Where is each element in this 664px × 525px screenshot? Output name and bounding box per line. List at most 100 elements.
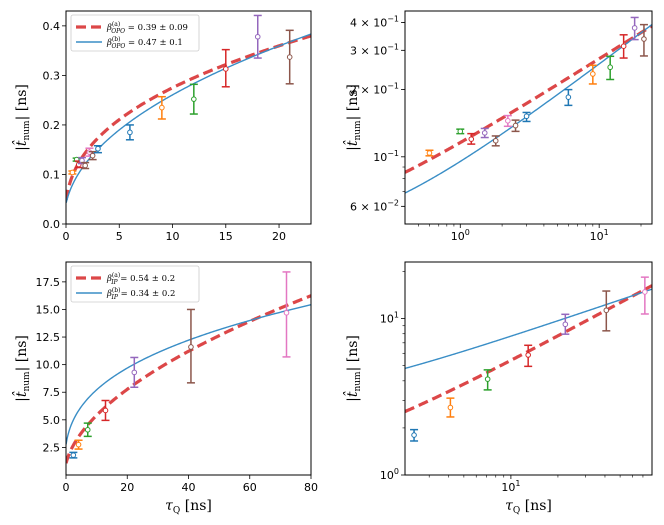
point-marker bbox=[127, 129, 133, 136]
data-point bbox=[522, 111, 531, 123]
point-marker bbox=[642, 289, 648, 295]
fit-a-curve bbox=[66, 294, 311, 464]
legend-box bbox=[70, 265, 200, 303]
point-marker bbox=[82, 162, 88, 169]
point-marker bbox=[603, 307, 610, 314]
point-marker bbox=[590, 71, 596, 77]
data-point bbox=[93, 144, 102, 154]
data-point bbox=[561, 313, 570, 335]
point-marker bbox=[188, 344, 194, 350]
data-point bbox=[588, 64, 597, 85]
data-point bbox=[480, 127, 489, 139]
y-tick-label: 2 × 10−1 bbox=[350, 82, 399, 97]
data-point bbox=[491, 135, 500, 147]
point-marker bbox=[70, 452, 77, 458]
data-point bbox=[640, 276, 649, 315]
y-tick-label: 15.0 bbox=[36, 303, 61, 316]
data-point bbox=[88, 150, 97, 161]
point-marker bbox=[512, 122, 519, 129]
data-point bbox=[619, 34, 628, 59]
point-marker bbox=[641, 36, 647, 42]
legend-label: β(b) OPO = 0.47 ± 0.1 bbox=[106, 36, 183, 50]
x-tick-label: 40 bbox=[182, 481, 196, 494]
point-marker bbox=[447, 404, 454, 411]
point-marker bbox=[525, 352, 531, 358]
y-tick-label: 5.0 bbox=[43, 414, 61, 427]
panel-bottom-right: 101 100 101 |t̂num| [ns] τQ [ns] bbox=[342, 261, 653, 516]
point-marker bbox=[254, 33, 261, 40]
y-tick-label: 17.5 bbox=[36, 276, 61, 289]
data-point bbox=[410, 428, 419, 442]
data-point bbox=[68, 169, 77, 176]
x-tick-label: 5 bbox=[116, 230, 123, 243]
point-marker bbox=[222, 66, 229, 72]
data-point bbox=[524, 344, 533, 368]
x-tick-label: 15 bbox=[219, 230, 233, 243]
x-axis-label: τQ [ns] bbox=[165, 498, 212, 516]
point-marker bbox=[468, 136, 475, 142]
y-tick-label: 0.1 bbox=[43, 168, 61, 181]
x-tick-label: 10 bbox=[166, 230, 180, 243]
data-point bbox=[602, 290, 611, 332]
data-point bbox=[157, 95, 166, 120]
data-point bbox=[630, 16, 639, 41]
point-marker bbox=[565, 94, 572, 100]
y-tick-label: 0.0 bbox=[43, 218, 61, 231]
data-point bbox=[253, 14, 262, 59]
point-marker bbox=[84, 426, 91, 433]
data-point bbox=[564, 88, 573, 107]
y-tick-label: 10.0 bbox=[36, 359, 61, 372]
y-axis-label: |t̂num| [ns] bbox=[11, 335, 32, 402]
data-point bbox=[74, 439, 83, 450]
data-point bbox=[125, 124, 134, 141]
point-marker bbox=[159, 104, 165, 111]
y-tick-label: 101 bbox=[380, 311, 399, 326]
y-tick-label: 0.2 bbox=[43, 119, 61, 132]
point-marker bbox=[89, 152, 96, 159]
x-tick-label: 60 bbox=[243, 481, 257, 494]
x-axis-label: τQ [ns] bbox=[505, 498, 552, 516]
y-tick-label: 100 bbox=[380, 467, 399, 482]
data-point bbox=[81, 161, 90, 170]
legend-box bbox=[70, 14, 200, 52]
y-tick-label: 0.4 bbox=[43, 20, 61, 33]
panel-bottom-left: 0 20 40 60 80 2.5 5.0 7.5 10.0 12.5 15.0 17.5 |t̂num… bbox=[11, 261, 318, 516]
x-tick-label: 20 bbox=[120, 481, 134, 494]
point-marker bbox=[492, 137, 499, 144]
y-axis-label: |t̂num| [ns] bbox=[342, 84, 363, 151]
data-point bbox=[639, 23, 648, 57]
point-marker bbox=[283, 309, 290, 316]
fit-a-curve bbox=[66, 34, 311, 201]
x-tick-label: 80 bbox=[304, 481, 318, 494]
y-tick-label: 4 × 10−1 bbox=[350, 14, 399, 29]
x-tick-label: 0 bbox=[63, 230, 70, 243]
data-point bbox=[69, 451, 78, 459]
y-tick-label: 2.5 bbox=[43, 441, 61, 454]
point-marker bbox=[191, 96, 197, 102]
data-point bbox=[130, 356, 139, 389]
data-point bbox=[285, 29, 294, 85]
point-marker bbox=[131, 369, 138, 376]
point-marker bbox=[620, 43, 627, 49]
data-point bbox=[425, 149, 434, 157]
data-point bbox=[101, 399, 110, 422]
point-marker bbox=[95, 145, 101, 152]
point-marker bbox=[426, 150, 433, 156]
point-marker bbox=[457, 128, 464, 135]
point-marker bbox=[286, 54, 293, 60]
data-point bbox=[511, 119, 520, 133]
legend: β(a) IP = 0.54 ± 0.2β(b) IP = 0.34 ± 0.2 bbox=[70, 265, 200, 303]
y-tick-label: 6 × 10−2 bbox=[350, 198, 399, 213]
point-marker bbox=[523, 113, 530, 120]
legend-label: β(a) IP = 0.54 ± 0.2 bbox=[106, 272, 175, 286]
data-point bbox=[456, 128, 465, 135]
data-point bbox=[446, 397, 455, 418]
point-marker bbox=[411, 432, 417, 438]
axes-frame bbox=[404, 261, 653, 476]
fit-b-curve bbox=[405, 288, 652, 370]
data-point bbox=[189, 83, 198, 115]
data-point bbox=[467, 132, 476, 145]
data-point bbox=[186, 308, 195, 384]
data-point bbox=[221, 48, 230, 88]
data-point bbox=[503, 114, 512, 128]
